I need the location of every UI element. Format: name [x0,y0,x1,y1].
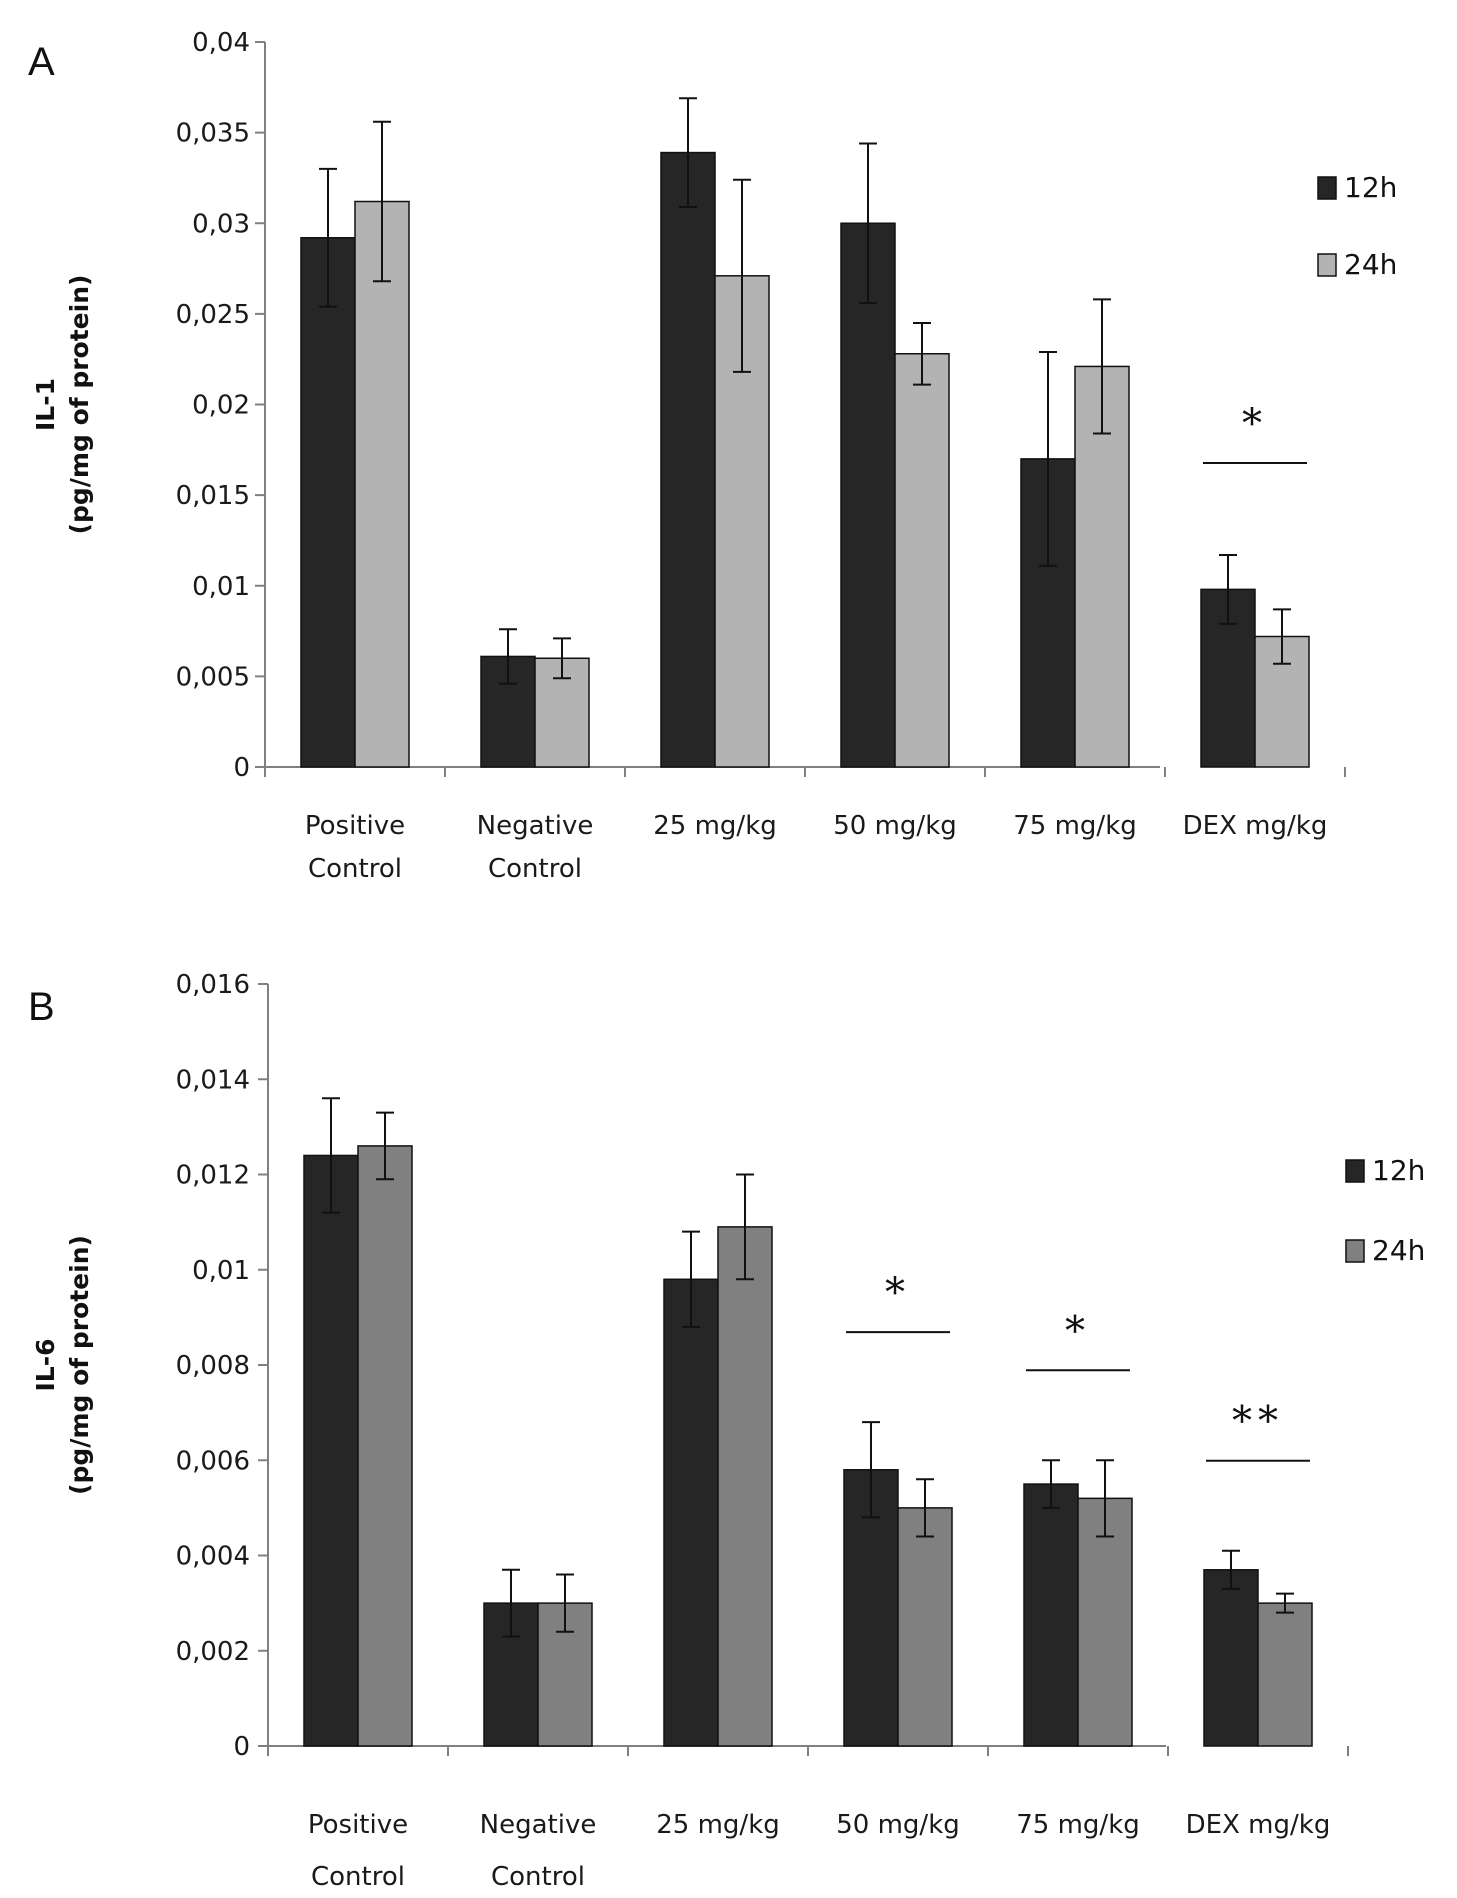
y-tick-label: 0,015 [176,481,250,511]
bar-12h-5 [1204,1570,1258,1746]
y-tick-label: 0,01 [192,1256,250,1286]
x-category-label: 25 mg/kg [653,811,777,841]
y-tick-label: 0,01 [192,572,250,602]
y-tick-label: 0,025 [176,300,250,330]
legend-swatch-12h [1346,1160,1364,1182]
bar-12h-4 [1024,1484,1078,1746]
bar-12h-0 [301,238,355,767]
bar-12h-2 [664,1279,718,1746]
x-category-label: DEX mg/kg [1186,1810,1331,1840]
y-axis-label-line2: (pg/mg of protein) [65,1235,94,1495]
significance-marker: ** [1232,1399,1284,1445]
x-category-label: Positive [305,811,405,841]
y-tick-label: 0,014 [176,1065,250,1095]
legend-label-12h: 12h [1372,1154,1425,1187]
legend-label-12h: 12h [1344,171,1397,204]
legend-label-24h: 24h [1372,1234,1425,1267]
x-category-label: 50 mg/kg [833,811,957,841]
y-tick-label: 0,02 [192,391,250,421]
legend-swatch-12h [1318,177,1336,199]
bar-24h-3 [895,354,949,767]
significance-marker: * [1065,1308,1091,1354]
y-tick-label: 0,006 [176,1446,250,1476]
bar-12h-0 [304,1155,358,1746]
x-category-label: Control [491,1862,585,1892]
panel-label: B [28,985,55,1029]
y-tick-label: 0,005 [176,662,250,692]
x-category-label: Positive [308,1810,408,1840]
y-axis-label-line2: (pg/mg of protein) [65,275,94,535]
y-tick-label: 0,03 [192,209,250,239]
bar-12h-2 [661,153,715,767]
y-tick-label: 0,035 [176,119,250,149]
significance-marker: * [885,1270,911,1316]
y-tick-label: 0,002 [176,1637,250,1667]
x-category-label: Control [308,854,402,884]
legend-swatch-24h [1318,254,1336,276]
bar-24h-3 [898,1508,952,1746]
y-axis-label-line1: IL-6 [31,1338,60,1391]
x-category-label: 75 mg/kg [1016,1810,1140,1840]
y-tick-label: 0,004 [176,1542,250,1572]
significance-marker: * [1242,401,1268,447]
x-category-label: Negative [480,1810,597,1840]
bar-24h-2 [718,1227,772,1746]
y-tick-label: 0,016 [176,970,250,1000]
y-tick-label: 0,008 [176,1351,250,1381]
x-category-label: 75 mg/kg [1013,811,1137,841]
x-category-label: Control [488,854,582,884]
chart-panel-b: B IL-6 (pg/mg of protein) 0 0,002 0,004 0,006 0… [28,970,1425,1892]
panel-label: A [28,40,55,84]
bar-24h-5 [1258,1603,1312,1746]
x-category-label: 50 mg/kg [836,1810,960,1840]
chart-panel-a: A IL-1 (pg/mg of protein) 0 0,005 0,01 0,015 0,… [28,28,1397,884]
y-tick-label: 0,012 [176,1161,250,1191]
x-category-label: Negative [477,811,594,841]
legend-label-24h: 24h [1344,248,1397,281]
y-tick-label: 0 [233,753,250,783]
x-category-label: 25 mg/kg [656,1810,780,1840]
bar-12h-3 [841,223,895,767]
legend-swatch-24h [1346,1240,1364,1262]
y-tick-label: 0 [233,1732,250,1762]
bar-24h-0 [358,1146,412,1746]
bar-24h-0 [355,202,409,768]
x-category-label: DEX mg/kg [1183,811,1328,841]
y-axis-label-line1: IL-1 [31,378,60,431]
y-tick-label: 0,04 [192,28,250,58]
figure: AIL-1 (pg/mg of protein)00,0050,010,0150,… [0,0,1457,1898]
x-category-label: Control [311,1862,405,1892]
